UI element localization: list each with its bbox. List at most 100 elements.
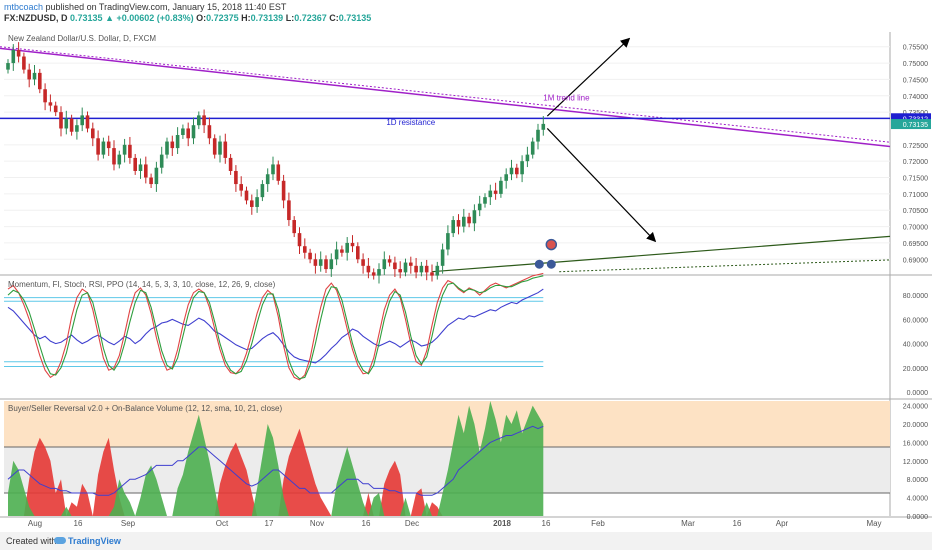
candle-body — [244, 190, 249, 201]
candle-body — [64, 118, 69, 129]
price-axes[interactable]: 0.755000.750000.745000.740000.735000.725… — [891, 45, 931, 521]
candle-body — [520, 161, 524, 175]
candle-body — [144, 164, 148, 178]
candle-body — [117, 154, 122, 165]
candle-body — [59, 112, 63, 129]
oscillator-series-2 — [7, 275, 544, 380]
candle-body — [541, 123, 546, 130]
candle-body — [308, 252, 312, 260]
candle-body — [43, 89, 47, 103]
candle-body — [472, 210, 477, 224]
candle-body — [324, 259, 328, 270]
candle-body — [446, 233, 450, 250]
volume-pane-title: Buyer/Seller Reversal v2.0 + On-Balance … — [8, 404, 282, 413]
price-tick-label: 0.70000 — [903, 225, 928, 232]
candle-body — [345, 242, 349, 253]
price-label-tag — [891, 119, 931, 130]
candle-body — [175, 135, 180, 149]
support-dotted-line — [559, 259, 891, 273]
bullish-scenario-arrow — [546, 37, 631, 117]
candle-body — [361, 259, 365, 266]
high-value: 0.73139 — [250, 13, 284, 23]
published-text: published on TradingView.com, January 15… — [45, 2, 287, 12]
candle-body — [122, 144, 127, 155]
symbol-label[interactable]: FX:NZDUSD, D — [4, 13, 68, 23]
price-pane-title: New Zealand Dollar/U.S. Dollar, D, FXCM — [8, 34, 156, 43]
candle-body — [340, 249, 344, 253]
volume-tick-label: 0.0000 — [907, 514, 929, 521]
candle-body — [265, 174, 270, 185]
volume-pane[interactable]: Buyer/Seller Reversal v2.0 + On-Balance … — [4, 401, 890, 516]
close-value: 0.73135 — [338, 13, 372, 23]
candle-body — [414, 265, 418, 273]
time-tick-label: Nov — [310, 519, 324, 528]
candle-body — [106, 141, 111, 149]
event-flag-icon — [546, 259, 556, 269]
candle-body — [191, 125, 196, 139]
time-tick-label: Oct — [216, 519, 229, 528]
candle-body — [218, 141, 222, 155]
candle-body — [504, 174, 508, 181]
candle-body — [165, 141, 169, 155]
trend-channel-dotted — [0, 46, 891, 143]
resistance-annotation: 1D resistance — [386, 118, 435, 127]
oscillator-tick-label: 0.0000 — [907, 390, 929, 397]
candle-body — [159, 154, 164, 168]
price-label-text: 0.73135 — [903, 122, 928, 129]
created-with-text: Created with — [6, 536, 57, 546]
candle-body — [27, 69, 31, 80]
candle-body — [228, 157, 233, 171]
oscillator-tick-label: 60.0000 — [903, 317, 928, 324]
overbought-zone — [4, 401, 890, 447]
candle-body — [509, 167, 514, 175]
candle-body — [101, 141, 106, 155]
candle-body — [297, 233, 302, 247]
bearish-scenario-arrow — [546, 128, 657, 243]
chart-canvas[interactable]: 1M trend line 1D resistance New Zealand Do… — [0, 0, 932, 532]
candle-body — [281, 180, 286, 201]
time-tick-label: 16 — [74, 519, 83, 528]
obv-line — [7, 425, 544, 496]
candle-body — [22, 56, 26, 70]
candle-body — [356, 246, 360, 260]
time-tick-label: 2018 — [493, 519, 511, 528]
time-tick-label: May — [866, 519, 881, 528]
footer-bar: Created with TradingView — [0, 532, 932, 550]
time-tick-label: Aug — [28, 519, 42, 528]
time-tick-label: Dec — [405, 519, 419, 528]
candle-body — [91, 128, 95, 139]
candle-body — [138, 164, 143, 171]
candle-body — [525, 154, 530, 162]
candle-body — [276, 164, 281, 181]
tradingview-brand[interactable]: TradingView — [68, 536, 121, 546]
candle-body — [75, 125, 79, 132]
time-axis[interactable]: Aug 16 Sep Oct 17 Nov 16 Dec 2018 16 Feb Mar 16 Apr Ma… — [28, 519, 882, 528]
candle-body — [488, 190, 493, 198]
candle-body — [409, 262, 413, 266]
monthly-trend-line — [0, 47, 891, 148]
price-tick-label: 0.69500 — [903, 241, 928, 248]
candle-body — [239, 184, 243, 191]
time-tick-label: 16 — [362, 519, 371, 528]
volume-tick-label: 16.0000 — [903, 440, 928, 447]
event-flag-icon — [534, 259, 544, 269]
candle-body — [250, 200, 254, 207]
low-value: 0.72367 — [294, 13, 327, 23]
candle-body — [197, 115, 201, 126]
candle-body — [154, 167, 159, 185]
candle-body — [112, 148, 116, 165]
candle-body — [186, 128, 190, 139]
volume-tick-label: 12.0000 — [903, 459, 928, 466]
price-pane[interactable]: 1M trend line 1D resistance New Zealand Do… — [0, 34, 891, 284]
close-label: C: — [329, 13, 339, 23]
author-link[interactable]: mtbcoach — [4, 2, 44, 12]
candle-body — [69, 118, 74, 132]
tradingview-cloud-icon — [54, 537, 66, 544]
open-label: O: — [196, 13, 207, 23]
candle-body — [530, 141, 535, 155]
candle-body — [440, 249, 445, 266]
candle-body — [536, 129, 540, 142]
oscillator-pane[interactable]: Momentum, FI, Stoch, RSI, PPO (14, 14, 5… — [4, 272, 544, 381]
candle-body — [313, 259, 318, 266]
time-tick-label: Apr — [776, 519, 789, 528]
